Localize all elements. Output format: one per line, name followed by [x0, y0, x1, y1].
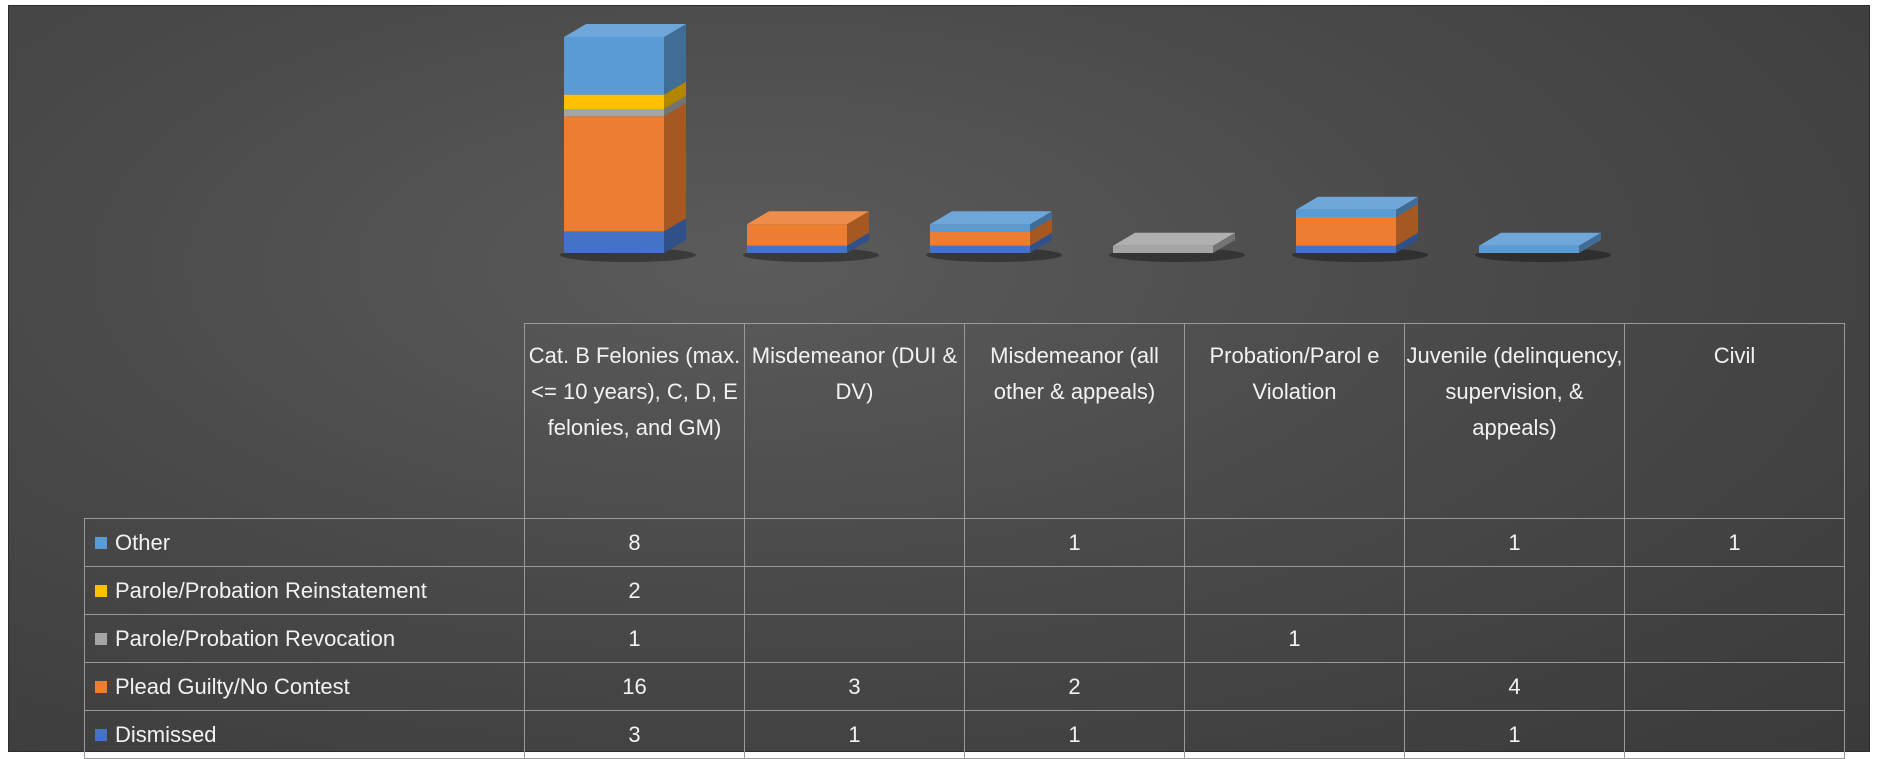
- data-label: [1184, 710, 1405, 759]
- bar-segment-dismissed: [747, 245, 847, 253]
- data-label: 1: [1184, 614, 1405, 663]
- legend-key: [95, 536, 107, 549]
- legend-key: [95, 728, 107, 741]
- bar-segment-parole-probation-reinstatement: [564, 94, 664, 109]
- data-label: [964, 614, 1185, 663]
- data-label: 1: [1404, 518, 1625, 567]
- legend-entry: Parole/Probation Reinstatement: [84, 566, 525, 615]
- bar-segment-other-top: [930, 211, 1052, 225]
- data-table-body: Other 8 1 1 1 Parole/Probation Reinstatement 2…: [84, 518, 1845, 759]
- bar-segment-other: [930, 224, 1030, 232]
- bar-segment-plead-guilty-no-contest-side: [664, 103, 686, 232]
- bar-segment-plead-guilty-no-contest: [930, 231, 1030, 246]
- legend-label: Parole/Probation Revocation: [115, 625, 396, 651]
- data-label: 1: [1404, 710, 1625, 759]
- bar-segment-other: [1479, 245, 1579, 253]
- category-label: Cat. B Felonies (max. <= 10 years), C, D…: [524, 323, 745, 519]
- bar-segment-parole-probation-revocation-top: [1113, 232, 1235, 246]
- data-label: 2: [964, 662, 1185, 711]
- data-label: [1184, 518, 1405, 567]
- chart-area: Cat. B Felonies (max. <= 10 years), C, D…: [8, 5, 1870, 759]
- bar-segment-plead-guilty-no-contest-side: [847, 211, 869, 246]
- data-label: 1: [1624, 518, 1845, 567]
- data-label: 1: [744, 710, 965, 759]
- bar-segment-other-top: [1296, 196, 1418, 210]
- bar-segment-plead-guilty-no-contest-side: [1396, 204, 1418, 246]
- bar-segment-parole-probation-revocation: [1113, 245, 1213, 253]
- bar-segment-other-side: [664, 24, 686, 95]
- bar-segment-plead-guilty-no-contest-side: [1030, 218, 1052, 246]
- data-label: 4: [1404, 662, 1625, 711]
- data-label: [964, 566, 1185, 615]
- bar-segment-plead-guilty-no-contest: [747, 224, 847, 246]
- data-label: [1624, 614, 1845, 663]
- bar-segment-plead-guilty-no-contest-top: [747, 211, 869, 225]
- data-label: 16: [524, 662, 745, 711]
- bar-segment-dismissed: [930, 245, 1030, 253]
- bar-segment-plead-guilty-no-contest: [564, 116, 664, 232]
- legend-entry: Plead Guilty/No Contest: [84, 662, 525, 711]
- legend-label: Parole/Probation Reinstatement: [115, 577, 427, 603]
- bar-segment-other-side: [1579, 232, 1601, 253]
- legend-entry: Parole/Probation Revocation: [84, 614, 525, 663]
- legend-label: Plead Guilty/No Contest: [115, 673, 350, 699]
- bar-segment-dismissed-side: [1396, 232, 1418, 253]
- bar-segment-dismissed: [1296, 245, 1396, 253]
- data-label: [1624, 662, 1845, 711]
- data-label: 2: [524, 566, 745, 615]
- bar-segment-other-side: [1396, 196, 1418, 217]
- legend-key: [95, 680, 107, 693]
- table-corner: [84, 323, 525, 519]
- category-header-row: Cat. B Felonies (max. <= 10 years), C, D…: [84, 323, 1845, 519]
- category-label: Probation/Parol e Violation: [1184, 323, 1405, 519]
- data-table-row: Dismissed 3 1 1 1: [84, 710, 1845, 759]
- legend-label: Other: [115, 529, 171, 555]
- data-label: 8: [524, 518, 745, 567]
- legend-key: [95, 584, 107, 597]
- bar-segment-plead-guilty-no-contest: [1296, 217, 1396, 246]
- data-label: [1404, 614, 1625, 663]
- data-label: [744, 518, 965, 567]
- data-label: [1184, 566, 1405, 615]
- bar-segment-other-top: [564, 24, 686, 37]
- bar-segment-parole-probation-revocation-side: [1213, 232, 1235, 253]
- data-table-row: Parole/Probation Reinstatement 2: [84, 566, 1845, 615]
- data-label: 3: [744, 662, 965, 711]
- bar-segment-parole-probation-reinstatement-side: [664, 81, 686, 109]
- bar-segment-dismissed-side: [1030, 232, 1052, 253]
- category-label: Civil: [1624, 323, 1845, 519]
- data-label: 1: [964, 518, 1185, 567]
- data-table-row: Other 8 1 1 1: [84, 518, 1845, 567]
- bar-segment-other-side: [1030, 211, 1052, 232]
- bar-segment-parole-probation-revocation-side: [664, 96, 686, 117]
- category-label: Juvenile (delinquency, supervision, & ap…: [1404, 323, 1625, 519]
- data-table: Cat. B Felonies (max. <= 10 years), C, D…: [84, 323, 1845, 759]
- data-label: 3: [524, 710, 745, 759]
- data-table-row: Parole/Probation Revocation 1 1: [84, 614, 1845, 663]
- data-label: [1184, 662, 1405, 711]
- legend-label: Dismissed: [115, 721, 217, 747]
- legend-entry: Other: [84, 518, 525, 567]
- bar-segment-dismissed: [564, 231, 664, 253]
- data-label: [1624, 710, 1845, 759]
- bar-segment-dismissed-side: [664, 218, 686, 253]
- bar-segment-other: [564, 37, 664, 95]
- category-label: Misdemeanor (all other & appeals): [964, 323, 1185, 519]
- bar-segment-other-top: [1479, 232, 1601, 246]
- legend-key: [95, 632, 107, 645]
- data-label: [1404, 566, 1625, 615]
- data-label: 1: [524, 614, 745, 663]
- bar-segment-dismissed-side: [847, 232, 869, 253]
- bar-segment-parole-probation-revocation: [564, 109, 664, 117]
- data-label: [744, 566, 965, 615]
- data-label: [1624, 566, 1845, 615]
- bar-segment-other: [1296, 209, 1396, 217]
- plot-area: [560, 24, 1611, 262]
- category-label: Misdemeanor (DUI & DV): [744, 323, 965, 519]
- data-label: 1: [964, 710, 1185, 759]
- data-label: [744, 614, 965, 663]
- data-table-row: Plead Guilty/No Contest 16 3 2 4: [84, 662, 1845, 711]
- legend-entry: Dismissed: [84, 710, 525, 759]
